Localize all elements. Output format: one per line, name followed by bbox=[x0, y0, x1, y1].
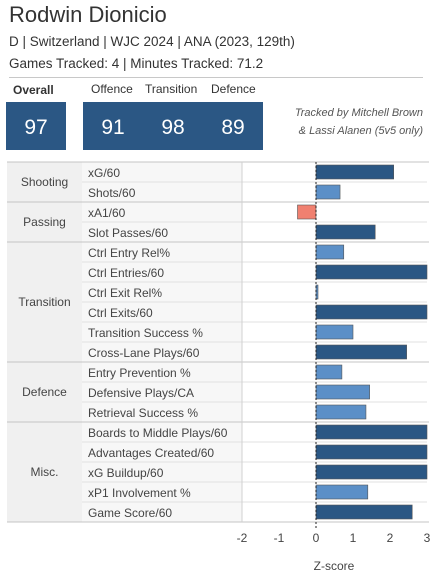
transition-label: Transition bbox=[145, 82, 198, 96]
x-tick-label: 0 bbox=[313, 531, 320, 545]
group-label: Misc. bbox=[31, 465, 59, 479]
metric-label: xG/60 bbox=[88, 166, 120, 180]
metric-label: Ctrl Entries/60 bbox=[88, 266, 164, 280]
bar bbox=[315, 504, 413, 520]
credit-line-1: Tracked by Mitchell Brown bbox=[294, 107, 423, 119]
player-name: Rodwin Dionicio bbox=[9, 2, 167, 27]
metric-label: Slot Passes/60 bbox=[88, 226, 168, 240]
bar bbox=[297, 204, 317, 220]
offence-label: Offence bbox=[91, 82, 133, 96]
metric-label: xG Buildup/60 bbox=[88, 466, 164, 480]
bar bbox=[315, 244, 345, 260]
bar bbox=[315, 164, 394, 180]
bar bbox=[315, 344, 407, 360]
bar bbox=[315, 184, 341, 200]
metric-label: Boards to Middle Plays/60 bbox=[88, 426, 228, 440]
tracking-credit: Tracked by Mitchell Brown & Lassi Alanen… bbox=[273, 104, 423, 140]
group-column-bg bbox=[7, 162, 82, 522]
metric-label: Retrieval Success % bbox=[88, 406, 198, 420]
x-tick-label: -1 bbox=[274, 531, 285, 545]
metric-label: Defensive Plays/CA bbox=[88, 386, 194, 400]
bar bbox=[315, 484, 369, 500]
bar bbox=[315, 464, 428, 480]
offence-score: 91 bbox=[101, 116, 125, 139]
bar bbox=[315, 424, 428, 440]
bar bbox=[315, 444, 428, 460]
x-tick-label: 1 bbox=[350, 531, 357, 545]
metric-label: Advantages Created/60 bbox=[88, 446, 214, 460]
metric-label: Shots/60 bbox=[88, 186, 136, 200]
bar bbox=[315, 364, 343, 380]
player-info: D | Switzerland | WJC 2024 | ANA (2023, … bbox=[9, 34, 295, 49]
group-label: Defence bbox=[22, 385, 67, 399]
metric-label: Cross-Lane Plays/60 bbox=[88, 346, 200, 360]
defence-label: Defence bbox=[211, 82, 256, 96]
bar bbox=[315, 264, 428, 280]
credit-line-2: & Lassi Alanen (5v5 only) bbox=[298, 125, 423, 137]
bar bbox=[315, 304, 428, 320]
bar bbox=[315, 224, 376, 240]
metric-label: xP1 Involvement % bbox=[88, 486, 191, 500]
metric-label: Ctrl Exits/60 bbox=[88, 306, 153, 320]
transition-score: 98 bbox=[161, 116, 185, 139]
group-label: Transition bbox=[18, 295, 70, 309]
header-divider bbox=[9, 77, 423, 78]
overall-label: Overall bbox=[13, 83, 54, 97]
x-tick-label: -2 bbox=[237, 531, 248, 545]
overall-box bbox=[6, 102, 66, 150]
x-axis-label: Z-score bbox=[314, 559, 355, 573]
group-label: Passing bbox=[23, 215, 66, 229]
bar bbox=[315, 324, 354, 340]
tracking-info: Games Tracked: 4 | Minutes Tracked: 71.2 bbox=[9, 56, 264, 71]
metric-label: Ctrl Entry Rel% bbox=[88, 246, 170, 260]
metric-label: xA1/60 bbox=[88, 206, 126, 220]
metric-label: Transition Success % bbox=[88, 326, 203, 340]
category-box bbox=[83, 102, 263, 150]
overall-score: 97 bbox=[24, 116, 48, 139]
group-label: Shooting bbox=[21, 175, 68, 189]
bar bbox=[315, 384, 370, 400]
defence-score: 89 bbox=[221, 116, 245, 139]
metric-label: Entry Prevention % bbox=[88, 366, 191, 380]
x-tick-label: 2 bbox=[387, 531, 394, 545]
x-tick-label: 3 bbox=[424, 531, 431, 545]
bar bbox=[315, 404, 367, 420]
metric-label: Game Score/60 bbox=[88, 506, 172, 520]
metric-label: Ctrl Exit Rel% bbox=[88, 286, 162, 300]
